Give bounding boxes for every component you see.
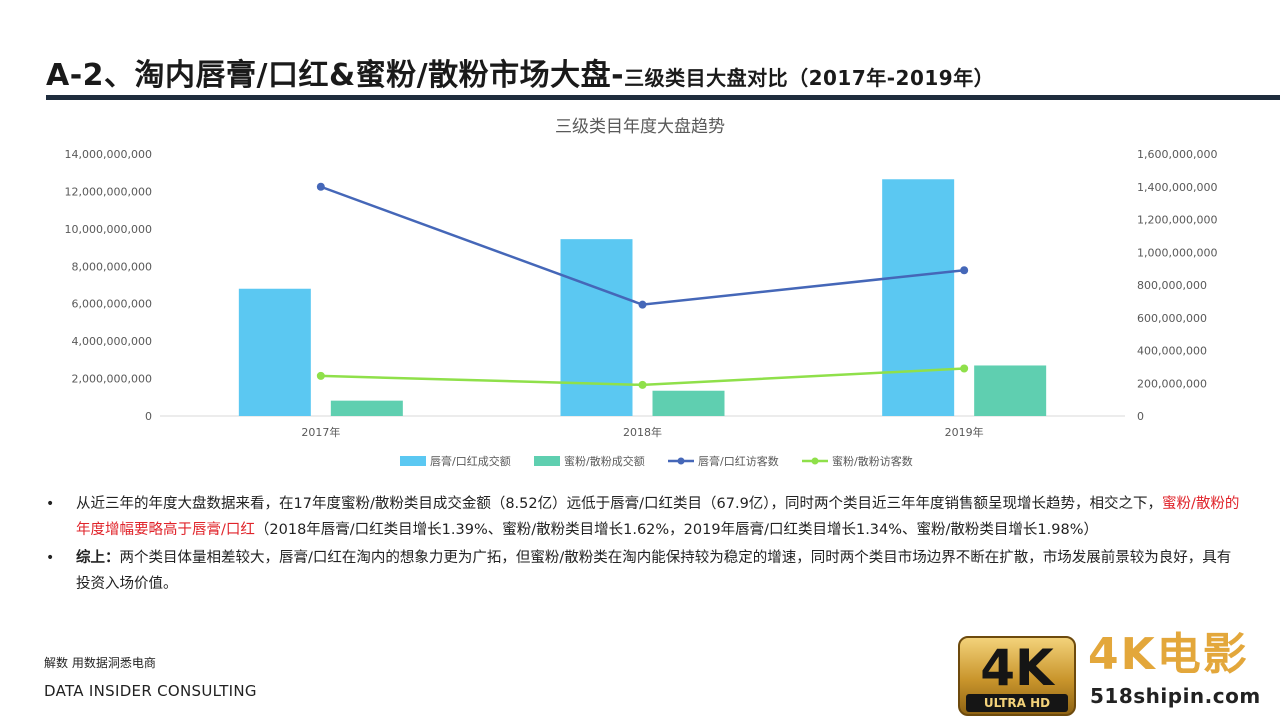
legend-swatch-dot — [811, 457, 819, 465]
page-title-main: A-2、淘内唇膏/口红&蜜粉/散粉市场大盘- — [46, 58, 625, 93]
page-title-sub: 三级类目大盘对比（2017年-2019年） — [624, 66, 995, 90]
footer-company: DATA INSIDER CONSULTING — [44, 682, 257, 700]
legend-swatch-dot — [677, 457, 685, 465]
bullet-1-highlight: 蜜粉/散粉的年度增幅要略高于唇膏/口红 — [76, 496, 1240, 538]
bullet-dot: • — [46, 496, 55, 512]
line-point-1 — [638, 300, 647, 309]
bullet-item-1: • 从近三年的年度大盘数据来看，在17年度蜜粉/散粉类目成交金额（8.52亿）远… — [44, 491, 1244, 543]
left-axis-tick: 10,000,000,000 — [65, 223, 152, 236]
bullet-2-text: 两个类目体量相差较大，唇膏/口红在淘内的想象力更为广拓，但蜜粉/散粉类在淘内能保… — [76, 550, 1232, 592]
bullet-1-text: 从近三年的年度大盘数据来看，在17年度蜜粉/散粉类目成交金额（8.52亿）远低于… — [76, 496, 1163, 512]
left-axis-tick: 2,000,000,000 — [72, 373, 152, 386]
watermark-brand: 4K电影 — [1088, 629, 1249, 680]
bar-2 — [652, 390, 725, 416]
right-axis-tick: 1,400,000,000 — [1137, 181, 1217, 194]
chart-container: 三级类目年度大盘趋势 0 2,000,000,000 4,000,000,000 6,0… — [40, 108, 1240, 480]
right-axis-tick: 600,000,000 — [1137, 312, 1207, 325]
watermark-badge: 4K ULTRA HD — [958, 636, 1076, 716]
x-axis-tick: 2019年 — [945, 425, 984, 439]
watermark-badge-4k: 4K — [980, 639, 1054, 697]
left-axis-tick: 12,000,000,000 — [65, 185, 152, 198]
right-axis-tick: 0 — [1137, 410, 1144, 423]
bar-1 — [238, 288, 311, 416]
page-title: A-2、淘内唇膏/口红&蜜粉/散粉市场大盘-三级类目大盘对比（2017年-201… — [46, 50, 994, 94]
bullet-2-lead: 综上： — [76, 550, 120, 566]
title-bar: A-2、淘内唇膏/口红&蜜粉/散粉市场大盘-三级类目大盘对比（2017年-201… — [46, 48, 1280, 100]
legend-swatch — [400, 456, 426, 466]
line-series-1 — [320, 185, 965, 306]
title-divider — [46, 95, 1280, 100]
bar-2 — [330, 400, 403, 416]
right-axis-tick: 200,000,000 — [1137, 377, 1207, 390]
legend-swatch — [534, 456, 560, 466]
bullet-1-detail: （2018年唇膏/口红类目增长1.39%、蜜粉/散粉类目增长1.62%，2019… — [254, 522, 1098, 538]
legend-label: 蜜粉/散粉成交额 — [564, 454, 645, 468]
line-point-1 — [960, 266, 969, 275]
left-axis-tick: 0 — [145, 410, 152, 423]
bar-1 — [560, 239, 633, 416]
left-axis-tick: 8,000,000,000 — [72, 260, 152, 273]
chart-title: 三级类目年度大盘趋势 — [555, 117, 725, 137]
bar-2 — [974, 365, 1047, 416]
bar-1 — [882, 179, 955, 416]
left-axis-tick: 14,000,000,000 — [65, 148, 152, 161]
bullet-dot: • — [46, 550, 55, 566]
watermark-url: 518shipin.com — [1090, 684, 1261, 708]
left-axis-tick: 6,000,000,000 — [72, 298, 152, 311]
right-axis-tick: 400,000,000 — [1137, 345, 1207, 358]
x-axis-tick: 2017年 — [301, 425, 340, 439]
right-axis-tick: 1,000,000,000 — [1137, 246, 1217, 259]
trend-chart: 三级类目年度大盘趋势 0 2,000,000,000 4,000,000,000 6,0… — [65, 117, 1218, 468]
left-axis-tick: 4,000,000,000 — [72, 335, 152, 348]
bullet-item-2: • 综上：两个类目体量相差较大，唇膏/口红在淘内的想象力更为广拓，但蜜粉/散粉类… — [44, 545, 1244, 597]
legend-label: 唇膏/口红成交额 — [430, 454, 511, 468]
legend-label: 唇膏/口红访客数 — [698, 454, 779, 468]
line-point-2 — [638, 380, 647, 389]
right-axis-tick: 1,200,000,000 — [1137, 214, 1217, 227]
footer-tagline: 解数 用数据洞悉电商 — [44, 656, 156, 670]
analysis-bullets: • 从近三年的年度大盘数据来看，在17年度蜜粉/散粉类目成交金额（8.52亿）远… — [44, 491, 1244, 599]
line-point-2 — [316, 371, 325, 380]
legend-label: 蜜粉/散粉访客数 — [832, 454, 913, 468]
line-point-2 — [960, 364, 969, 373]
x-axis-tick: 2018年 — [623, 425, 662, 439]
right-axis-tick: 1,600,000,000 — [1137, 148, 1217, 161]
line-point-1 — [316, 182, 325, 191]
watermark-badge-uhd: ULTRA HD — [966, 694, 1068, 712]
right-axis-tick: 800,000,000 — [1137, 279, 1207, 292]
